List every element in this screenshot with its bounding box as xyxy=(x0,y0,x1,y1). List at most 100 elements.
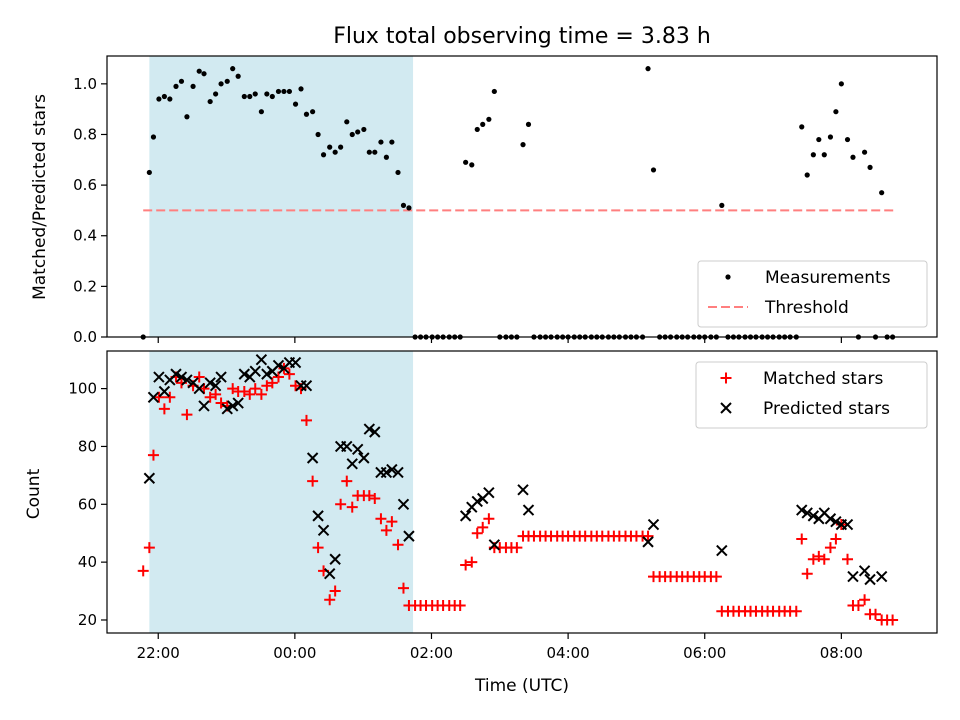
top-measurements-point xyxy=(821,152,827,158)
bottom-predicted-stars-point xyxy=(300,380,313,392)
top-measurements-point xyxy=(486,116,492,122)
bottom-predicted-stars-point xyxy=(459,510,472,522)
top-measurements-point xyxy=(224,78,230,84)
top-legend-measurements-label: Measurements xyxy=(765,268,891,288)
bottom-legend-matched-stars-label: Matched stars xyxy=(763,369,883,389)
bottom-predicted-stars-point xyxy=(143,472,156,484)
top-measurements-point xyxy=(645,66,651,72)
top-y-tick-label: 0.4 xyxy=(73,227,97,245)
bottom-legend: Matched stars Predicted stars xyxy=(695,361,928,429)
top-panel: 0.0 0.2 0.4 0.6 0.8 1.0 Measurements Threshold xyxy=(73,55,938,346)
bottom-predicted-stars-point xyxy=(801,507,813,519)
bottom-predicted-stars-point xyxy=(824,513,837,525)
bottom-matched-stars-point xyxy=(249,383,261,395)
bottom-x-tick-label: 00:00 xyxy=(273,644,316,662)
bottom-predicted-stars-point xyxy=(238,368,251,380)
bottom-predicted-stars-point xyxy=(358,452,370,464)
top-measurements-point xyxy=(161,93,167,100)
bottom-matched-stars-point xyxy=(369,493,381,505)
top-measurements-point xyxy=(207,98,213,105)
top-measurements-point xyxy=(275,88,282,95)
top-measurements-point xyxy=(833,109,839,115)
bottom-predicted-stars-point xyxy=(403,530,415,542)
bottom-predicted-stars-point xyxy=(483,487,495,499)
bottom-predicted-stars-point xyxy=(716,544,728,557)
bottom-matched-stars-point xyxy=(386,516,398,528)
bottom-matched-stars-point xyxy=(215,397,227,409)
top-measurements-point xyxy=(303,111,310,117)
bottom-matched-stars-point xyxy=(210,388,222,400)
bottom-matched-stars-point xyxy=(852,600,864,612)
top-observing-window xyxy=(149,56,414,337)
top-measurements-point xyxy=(258,109,264,115)
top-measurements-point xyxy=(196,68,202,74)
top-measurements-point xyxy=(525,121,532,127)
bottom-predicted-stars-point xyxy=(272,359,285,372)
bottom-predicted-stars-point xyxy=(858,565,871,577)
top-measurements-point xyxy=(332,149,338,155)
bottom-predicted-stars-point xyxy=(522,504,535,516)
bottom-matched-stars-point xyxy=(272,371,284,383)
top-measurements-point xyxy=(838,81,844,87)
bottom-predicted-stars-point xyxy=(306,452,319,464)
top-axes-frame xyxy=(106,55,938,338)
bottom-matched-stars-point xyxy=(181,409,193,421)
bottom-predicted-stars-point xyxy=(198,400,210,412)
bottom-predicted-stars-point xyxy=(215,371,227,383)
bottom-matched-stars-point xyxy=(193,371,205,383)
bottom-y-tick-label: 60 xyxy=(78,495,97,513)
bottom-predicted-stars-point xyxy=(397,498,410,510)
bottom-matched-stars-point xyxy=(153,391,165,403)
bottom-x-tick-label: 06:00 xyxy=(683,644,726,662)
bottom-matched-stars-point xyxy=(147,449,159,461)
top-measurements-point xyxy=(361,126,367,133)
bottom-predicted-stars-point xyxy=(175,371,188,383)
bottom-predicted-stars-point xyxy=(323,568,336,580)
top-measurements-point xyxy=(816,136,822,143)
top-measurements-point xyxy=(218,81,224,87)
top-measurements-point xyxy=(378,139,384,145)
top-measurements-point xyxy=(269,93,275,100)
bottom-predicted-stars-point xyxy=(369,426,381,438)
top-measurements-point xyxy=(344,119,350,125)
bottom-matched-stars-point xyxy=(244,388,256,400)
bottom-axes-frame xyxy=(106,350,938,634)
top-y-tick-label: 1.0 xyxy=(73,75,97,93)
top-measurements-point xyxy=(349,131,355,138)
bottom-predicted-stars-point xyxy=(261,368,273,380)
bottom-predicted-stars-point xyxy=(642,536,654,548)
top-measurements-point xyxy=(213,91,219,97)
top-measurements-point xyxy=(469,162,475,168)
top-measurements-point xyxy=(383,154,389,160)
x-axis-label: Time (UTC) xyxy=(474,676,569,696)
bottom-predicted-stars-point xyxy=(312,510,324,522)
bottom-predicted-stars-point xyxy=(221,403,233,415)
bottom-matched-stars-point xyxy=(137,565,149,577)
top-y-tick-label: 0.8 xyxy=(73,125,97,143)
top-measurements-point xyxy=(190,83,196,89)
top-measurements-point xyxy=(520,142,526,148)
top-measurements-series xyxy=(140,66,896,340)
bottom-series xyxy=(137,353,899,626)
bottom-matched-stars-point xyxy=(164,391,176,403)
top-series xyxy=(140,66,896,340)
bottom-matched-stars-point xyxy=(870,608,882,620)
bottom-predicted-stars-point xyxy=(841,518,854,531)
bottom-predicted-stars-point xyxy=(153,371,165,383)
bottom-matched-stars-point xyxy=(710,571,722,583)
top-measurements-point xyxy=(173,83,179,89)
bottom-matched-stars-point xyxy=(341,475,353,487)
bottom-predicted-stars-point xyxy=(352,443,364,456)
top-measurements-point xyxy=(241,93,247,100)
top-measurements-point xyxy=(463,159,469,165)
bottom-predicted-stars-point xyxy=(249,365,261,377)
top-measurements-point xyxy=(281,88,287,95)
bottom-y-tick-label: 80 xyxy=(78,437,97,455)
top-legend-threshold-label: Threshold xyxy=(764,298,849,318)
bottom-matched-stars-point xyxy=(266,377,278,389)
bottom-y-tick-label: 100 xyxy=(68,380,97,398)
bottom-predicted-stars-point xyxy=(204,377,216,389)
bottom-predicted-stars-point xyxy=(363,423,376,435)
bottom-predicted-stars-series xyxy=(143,353,888,586)
top-y-tick-label: 0.0 xyxy=(73,328,97,346)
